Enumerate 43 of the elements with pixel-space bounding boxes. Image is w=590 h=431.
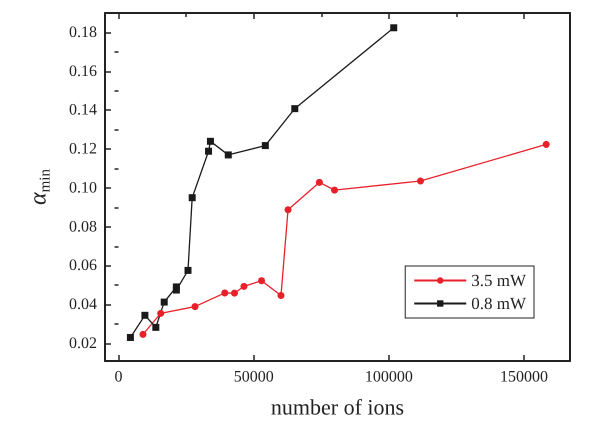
point (152, 324, 160, 331)
point (184, 266, 192, 274)
point (291, 105, 298, 112)
point (157, 310, 164, 317)
point (188, 194, 196, 202)
y-tick-label: 0.06 (69, 257, 97, 274)
x-tick-label: 150000 (500, 368, 548, 386)
legend-label: 3.5 mW (471, 271, 527, 290)
point (205, 148, 212, 155)
point (224, 151, 232, 158)
x-axis-title: number of ions (270, 394, 404, 420)
point (231, 290, 238, 297)
y-tick-label: 0.04 (69, 296, 97, 314)
point (262, 142, 269, 150)
y-tick-label: 0.08 (69, 218, 97, 236)
y-tick-label: 0.18 (69, 24, 97, 41)
point (278, 292, 284, 299)
point (542, 140, 550, 148)
point (141, 312, 148, 319)
point (139, 330, 146, 338)
point (172, 286, 180, 294)
x-tick-label: 50000 (234, 368, 274, 386)
point (390, 24, 398, 32)
point (331, 186, 338, 194)
x-tick-label: 0 (114, 368, 123, 386)
point (258, 277, 266, 284)
point (284, 206, 292, 214)
y-tick-label: 0.10 (69, 179, 97, 196)
x-tick-label: 100000 (364, 368, 413, 386)
point (417, 177, 424, 184)
point (126, 334, 134, 341)
point (206, 138, 214, 145)
y-axis-title: αmin (26, 168, 54, 205)
point (192, 303, 199, 310)
point (160, 298, 168, 306)
legend-label: 0.8 mW (471, 294, 527, 313)
y-tick-label: 0.16 (69, 62, 97, 80)
y-tick-label: 0.12 (69, 140, 97, 158)
point (240, 282, 248, 290)
y-tick-label: 0.14 (69, 102, 97, 119)
point (316, 178, 323, 186)
point (221, 289, 228, 296)
y-tick-label: 0.02 (69, 335, 97, 352)
